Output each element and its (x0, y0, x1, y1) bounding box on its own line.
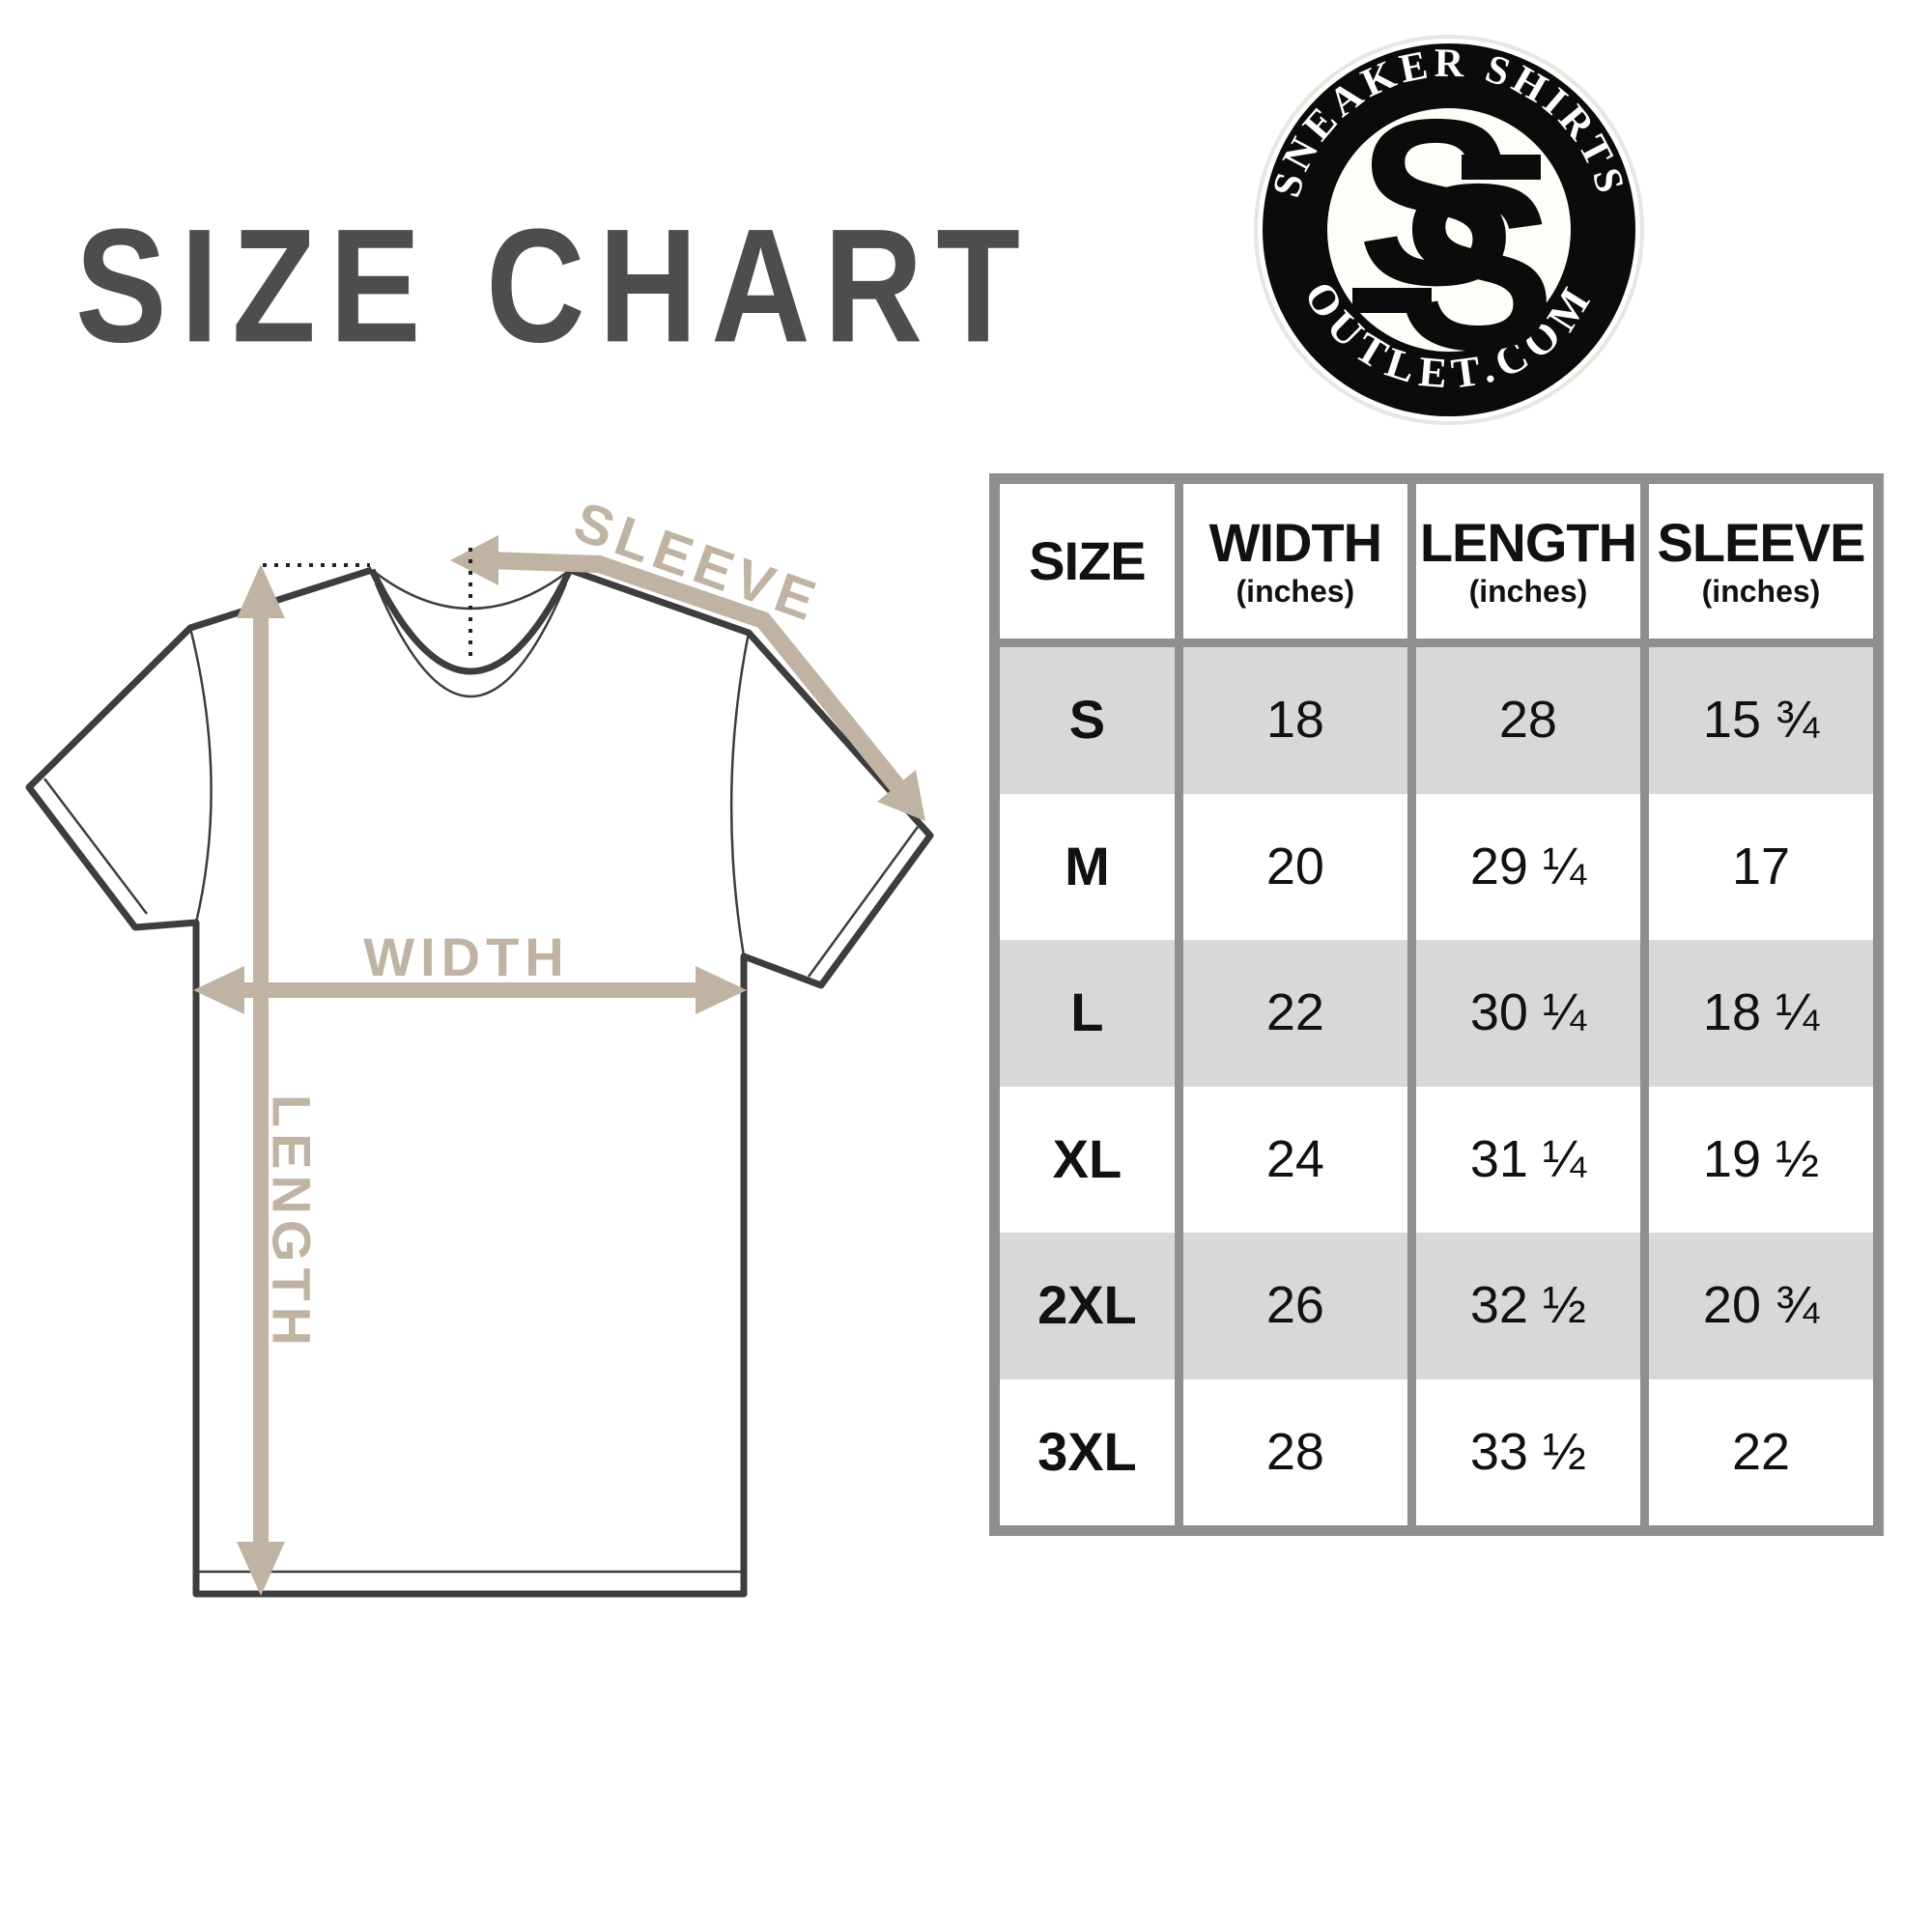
sleeve-arrow-shaft (487, 552, 904, 792)
header-length-label: LENGTH (1419, 511, 1637, 573)
width-label: WIDTH (363, 926, 570, 987)
table-row-m: M 20 29 ¼ 17 (1000, 793, 1873, 941)
cell-m-size: M (1000, 793, 1183, 940)
cell-m-length: 29 ¼ (1416, 793, 1649, 940)
length-value: 29 ¼ (1469, 837, 1586, 895)
cell-3xl-width: 28 (1183, 1378, 1416, 1525)
length-arrow-head-top (237, 564, 285, 618)
width-arrow (193, 966, 747, 1014)
cell-3xl-length: 33 ½ (1416, 1378, 1649, 1525)
length-label: LENGTH (262, 1094, 323, 1351)
size-value: L (1070, 981, 1104, 1043)
width-value: 20 (1265, 837, 1324, 895)
cell-xl-width: 24 (1183, 1086, 1416, 1233)
page-title: SIZE CHART (75, 195, 1034, 377)
width-value: 28 (1265, 1422, 1324, 1481)
header-length-unit: (inches) (1468, 573, 1588, 609)
cell-s-length: 28 (1416, 647, 1649, 794)
cell-3xl-size: 3XL (1000, 1378, 1183, 1525)
monogram-top-bar (1462, 155, 1541, 180)
cell-m-width: 20 (1183, 793, 1416, 940)
header-sleeve-unit: (inches) (1701, 573, 1821, 609)
sleeve-value: 18 ¼ (1702, 983, 1820, 1042)
sleeve-value: 19 ½ (1702, 1129, 1820, 1188)
right-seam-line (729, 632, 751, 957)
header-cell-sleeve: SLEEVE (inches) (1649, 484, 1873, 639)
header-cell-length: LENGTH (inches) (1416, 484, 1649, 639)
size-value: 3XL (1037, 1420, 1137, 1482)
measurement-arrows (193, 535, 925, 1596)
cell-s-sleeve: 15 ¾ (1649, 647, 1873, 794)
sleeve-value: 20 ¾ (1702, 1276, 1820, 1335)
cell-xl-length: 31 ¼ (1416, 1086, 1649, 1233)
length-value: 28 (1498, 691, 1557, 750)
length-arrow-head-bottom (237, 1542, 285, 1596)
cell-s-width: 18 (1183, 647, 1416, 794)
cell-l-width: 22 (1183, 940, 1416, 1087)
brand-logo: SNEAKER SHIRTS OUTLET.COM S S (1254, 35, 1644, 425)
right-cuff-line (807, 826, 920, 978)
tshirt-body-fill (29, 570, 930, 1594)
table-header-row: SIZE WIDTH (inches) LENGTH (inches) SLEE… (1000, 484, 1873, 647)
cell-l-length: 30 ¼ (1416, 940, 1649, 1087)
width-value: 22 (1265, 983, 1324, 1042)
length-arrow-shaft (253, 609, 269, 1549)
width-value: 24 (1265, 1129, 1324, 1188)
size-value: M (1065, 835, 1110, 896)
left-seam-line (188, 627, 213, 923)
size-value: 2XL (1037, 1274, 1137, 1336)
cell-2xl-sleeve: 20 ¾ (1649, 1233, 1873, 1379)
size-table: SIZE WIDTH (inches) LENGTH (inches) SLEE… (989, 473, 1884, 1536)
size-value: S (1068, 689, 1106, 751)
cell-s-size: S (1000, 647, 1183, 794)
header-sleeve-label: SLEEVE (1657, 511, 1866, 573)
width-arrow-shaft (232, 982, 711, 998)
header-width-unit: (inches) (1236, 573, 1355, 609)
length-value: 33 ½ (1469, 1422, 1586, 1481)
width-arrow-head-right (696, 966, 747, 1014)
logo-monogram: S S (1352, 70, 1555, 399)
collar-band-line (374, 582, 568, 697)
width-value: 26 (1265, 1276, 1324, 1335)
sleeve-value: 15 ¾ (1702, 691, 1820, 750)
length-value: 32 ½ (1469, 1276, 1586, 1335)
sleeve-arrow-head-right (877, 770, 925, 821)
size-value: XL (1052, 1127, 1122, 1189)
table-row-l: L 22 30 ¼ 18 ¼ (1000, 940, 1873, 1087)
header-cell-width: WIDTH (inches) (1183, 484, 1416, 639)
table-row-s: S 18 28 15 ¾ (1000, 647, 1873, 794)
length-value: 30 ¼ (1469, 983, 1586, 1042)
table-row-xl: XL 24 31 ¼ 19 ½ (1000, 1086, 1873, 1234)
monogram-bottom-bar (1352, 288, 1432, 313)
width-arrow-head-left (193, 966, 244, 1014)
header-cell-size: SIZE (1000, 484, 1183, 639)
cell-2xl-length: 32 ½ (1416, 1233, 1649, 1379)
cell-3xl-sleeve: 22 (1649, 1379, 1873, 1526)
sleeve-arrow-head-left (450, 535, 498, 585)
width-value: 18 (1265, 691, 1324, 750)
cell-2xl-width: 26 (1183, 1233, 1416, 1379)
header-size-label: SIZE (1029, 529, 1146, 591)
sleeve-arrow (450, 535, 925, 821)
header-width-label: WIDTH (1208, 511, 1383, 573)
sleeve-value: 22 (1731, 1422, 1791, 1481)
cell-xl-size: XL (1000, 1086, 1183, 1233)
table-row-2xl: 2XL 26 32 ½ 20 ¾ (1000, 1233, 1873, 1379)
length-arrow (237, 564, 285, 1596)
table-row-3xl: 3XL 28 33 ½ 22 (1000, 1378, 1873, 1526)
cell-l-sleeve: 18 ¼ (1649, 940, 1873, 1087)
collar-front-line (368, 568, 574, 675)
cell-xl-sleeve: 19 ½ (1649, 1087, 1873, 1234)
left-cuff-line (43, 778, 148, 915)
cell-l-size: L (1000, 940, 1183, 1087)
sleeve-value: 17 (1731, 837, 1791, 895)
cell-m-sleeve: 17 (1649, 794, 1873, 941)
length-value: 31 ¼ (1469, 1129, 1586, 1188)
cell-2xl-size: 2XL (1000, 1233, 1183, 1379)
tshirt-diagram: WIDTH LENGTH SLEEVE (25, 502, 934, 1598)
